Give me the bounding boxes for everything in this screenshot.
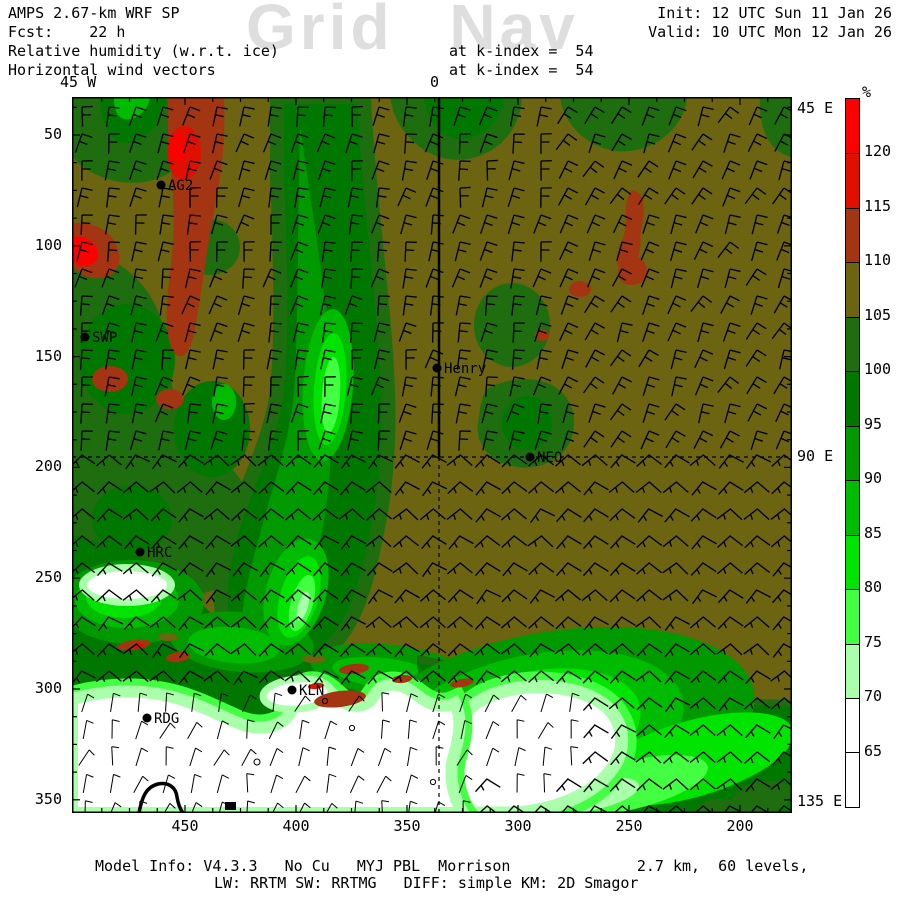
y-axis-tick-label: 250 (34, 568, 62, 586)
map-plot-area: AG2 SWP Henry NEO HRC KLN RDG (72, 97, 792, 813)
station-label: RDG (154, 711, 179, 727)
station-label: Henry (444, 361, 486, 377)
station-markers: AG2 SWP Henry NEO HRC KLN RDG (80, 178, 562, 727)
y-axis-tick-label: 100 (34, 236, 62, 254)
colorbar-segment (846, 697, 859, 753)
colorbar (845, 98, 860, 808)
x-axis-tick-label: 300 (504, 817, 532, 835)
forecast-hour-label: Fcst: 22 h (8, 23, 126, 41)
valid-time-label: Valid: 10 UTC Mon 12 Jan 26 (648, 23, 892, 41)
field1-level-label: at k-index = 54 (449, 42, 594, 60)
model-info-line2: LW: RRTM SW: RRTMG DIFF: simple KM: 2D S… (214, 874, 639, 892)
axis-label-45w: 45 W (60, 73, 97, 91)
colorbar-tick-label: 80 (864, 578, 883, 597)
colorbar-tick-label: 115 (864, 196, 892, 215)
station-dot (156, 180, 166, 190)
colorbar-segment (846, 589, 859, 644)
station-dot (135, 547, 145, 557)
colorbar-segment (846, 480, 859, 535)
meridian-tick-label: 45 E (797, 99, 834, 117)
meridian-tick-label: 90 E (797, 447, 834, 465)
wind-barbs (72, 105, 792, 813)
model-info-line1: Model Info: V4.3.3 No Cu MYJ PBL Morriso… (95, 857, 809, 875)
station-dot (142, 713, 152, 723)
colorbar-tick-label: 70 (864, 687, 883, 706)
station-label: NEO (537, 450, 562, 466)
y-axis-tick-label: 150 (34, 347, 62, 365)
station-dot (80, 332, 90, 342)
colorbar-tick-label: 120 (864, 142, 892, 161)
colorbar-tick-label: 110 (864, 251, 892, 270)
x-axis-tick-label: 400 (282, 817, 310, 835)
axis-label-0: 0 (430, 73, 440, 91)
field2-label: Horizontal wind vectors (8, 61, 216, 79)
station-dot (287, 685, 297, 695)
colorbar-segment (846, 153, 859, 208)
colorbar-tick-label: 90 (864, 469, 883, 488)
thick-contour (137, 781, 185, 813)
colorbar-tick-label: 85 (864, 523, 883, 542)
colorbar-tick-label: 65 (864, 741, 883, 760)
y-axis-tick-label: 300 (34, 679, 62, 697)
x-axis-tick-label: 450 (171, 817, 199, 835)
axis-ticks (73, 98, 791, 812)
station-label: AG2 (168, 178, 193, 194)
colorbar-segment (846, 752, 859, 807)
meridian-tick-label: 135 E (797, 792, 843, 810)
x-axis-tick-label: 350 (393, 817, 421, 835)
meridian-lines (72, 97, 792, 813)
y-axis-tick-label: 350 (34, 790, 62, 808)
colorbar-segment (846, 316, 859, 372)
init-time-label: Init: 12 UTC Sun 11 Jan 26 (657, 4, 892, 22)
x-axis-tick-label: 200 (726, 817, 754, 835)
colorbar-tick-label: 95 (864, 414, 883, 433)
colorbar-segment (846, 534, 859, 590)
colorbar-segment (846, 207, 859, 263)
map-border (72, 97, 792, 813)
calm-wind-icon (253, 758, 261, 766)
station-dot (432, 363, 442, 373)
colorbar-unit-label: % (862, 83, 872, 101)
y-axis-tick-label: 200 (34, 457, 62, 475)
terrain-blob (225, 802, 236, 810)
colorbar-tick-label: 105 (864, 305, 892, 324)
station-label: HRC (147, 545, 172, 561)
station-label: SWP (92, 330, 117, 346)
colorbar-segment (846, 643, 859, 698)
colorbar-segment (846, 262, 859, 317)
grid-nav-watermark: Grid Nav (246, 0, 579, 63)
model-title: AMPS 2.67-km WRF SP (8, 4, 180, 22)
colorbar-tick-label: 100 (864, 360, 892, 379)
colorbar-segment (846, 425, 859, 481)
station-dot (525, 452, 535, 462)
y-axis-tick-label: 50 (43, 125, 62, 143)
colorbar-tick-label: 75 (864, 632, 883, 651)
colorbar-segment (846, 371, 859, 426)
x-axis-tick-label: 250 (615, 817, 643, 835)
field2-level-label: at k-index = 54 (449, 61, 594, 79)
station-label: KLN (299, 683, 324, 699)
field1-label: Relative humidity (w.r.t. ice) (8, 42, 279, 60)
colorbar-segment (846, 99, 859, 154)
